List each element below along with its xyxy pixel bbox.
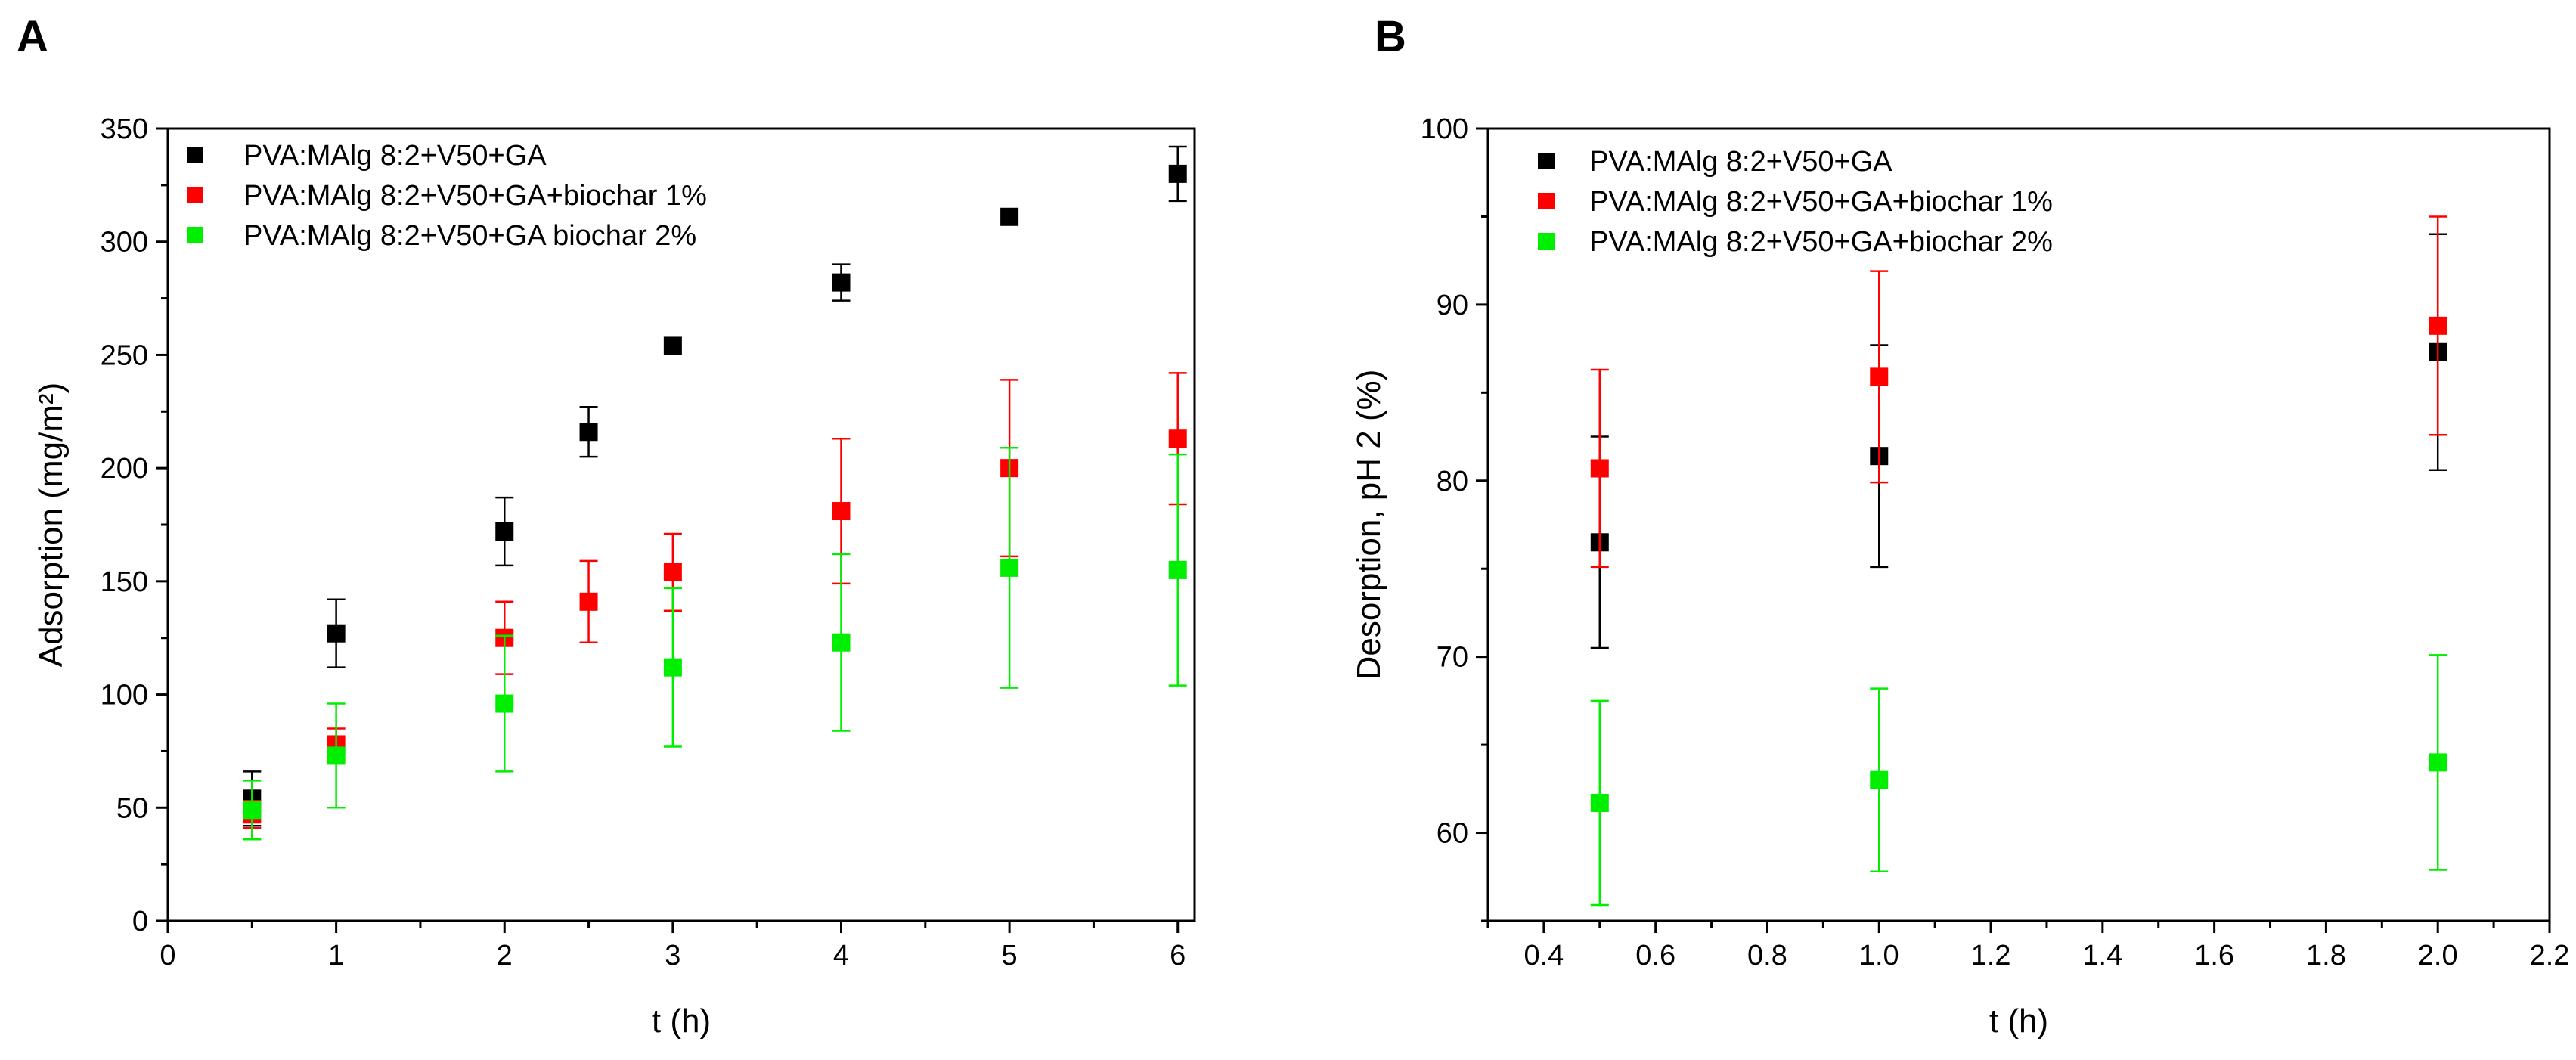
panel-a-data-point: [1168, 429, 1187, 448]
panel-b-data-point: [1590, 459, 1609, 478]
panel-a-series-3: [243, 446, 1187, 841]
panel-b-y-tick-label: 100: [1421, 113, 1468, 145]
panel-a-x-tick-label: 1: [328, 940, 344, 972]
panel-a-legend-marker: [187, 227, 203, 243]
panel-b-y-tick-label: 60: [1437, 818, 1468, 850]
panel-b-legend-label: PVA:MAlg 8:2+V50+GA+biochar 2%: [1589, 226, 2053, 258]
panel-a-data-point: [327, 746, 346, 765]
panel-b-x-tick-label: 1.0: [1859, 940, 1899, 972]
panel-a-y-tick-label: 300: [101, 227, 148, 259]
panel-a-legend-label: PVA:MAlg 8:2+V50+GA+biochar 1%: [243, 180, 707, 212]
panel-a-data-point: [327, 624, 346, 643]
panel-a-x-tick-label: 2: [497, 940, 513, 972]
panel-a-y-tick-label: 0: [132, 906, 148, 938]
panel-a-data-point: [1168, 164, 1187, 183]
panel-b-y-axis-title: Desorption, pH 2 (%): [1350, 370, 1387, 680]
panel-a-data-point: [243, 801, 262, 820]
panel-b-data-point: [2429, 316, 2447, 335]
panel-a-data-point: [663, 563, 682, 581]
panel-a-data-point: [832, 273, 851, 292]
panel-b-x-axis-title: t (h): [1989, 1003, 2048, 1040]
panel-b-data-point: [1870, 367, 1889, 386]
panel-b-x-tick-label: 2.2: [2530, 940, 2570, 972]
panel-a-legend-label: PVA:MAlg 8:2+V50+GA biochar 2%: [243, 220, 696, 252]
panel-a-x-tick-label: 4: [833, 940, 849, 972]
panel-b-legend-label: PVA:MAlg 8:2+V50+GA: [1589, 146, 1892, 178]
panel-b-series-1: [1590, 233, 2447, 649]
panel-b-letter: B: [1375, 12, 1406, 61]
panel-b-legend-label: PVA:MAlg 8:2+V50+GA+biochar 1%: [1589, 186, 2053, 218]
panel-a-data-point: [579, 423, 598, 442]
panel-a-series-2: [243, 372, 1187, 829]
panel-b-x-tick-label: 2.0: [2418, 940, 2458, 972]
panel-b-x-tick-label: 0.4: [1524, 940, 1564, 972]
panel-b-x-tick-label: 0.6: [1635, 940, 1675, 972]
panel-a-data-point: [663, 658, 682, 677]
panel-a-legend-marker: [187, 187, 203, 203]
panel-a-data-point: [495, 522, 514, 541]
panel-a-y-tick-label: 50: [116, 792, 148, 824]
panel-a-y-tick-label: 200: [101, 453, 148, 485]
panel-a-y-tick-label: 100: [101, 680, 148, 711]
panel-a-y-tick-label: 350: [101, 113, 148, 145]
panel-b-plot-frame: [1486, 127, 2551, 922]
panel-a-legend-marker: [187, 147, 203, 163]
panel-a-x-tick-label: 0: [160, 940, 175, 972]
panel-b-series-2: [1590, 215, 2447, 569]
panel-b-data-point: [1870, 770, 1889, 789]
panel-a-x-tick-label: 6: [1170, 940, 1186, 972]
panel-b-legend-marker: [1538, 233, 1555, 250]
panel-a-y-tick-label: 150: [101, 566, 148, 598]
panel-a: A 0 1 2 3 4 5 6 0 50 100 150 200 250 300 350 t (h) Adsor…: [17, 12, 1196, 1040]
panel-a-x-axis-title: t (h): [652, 1003, 711, 1040]
panel-a-data-point: [832, 633, 851, 652]
panel-a-data-point: [663, 336, 682, 355]
panel-a-legend-label: PVA:MAlg 8:2+V50+GA: [243, 140, 547, 172]
panel-b-legend-marker: [1538, 153, 1555, 169]
panel-b-legend-marker: [1538, 193, 1555, 209]
panel-b-series-3: [1590, 654, 2447, 907]
panel-b-x-tick-label: 1.8: [2306, 940, 2346, 972]
panel-a-data-point: [1000, 207, 1019, 226]
panel-a-x-tick-label: 5: [1002, 940, 1018, 972]
panel-b-data-point: [2429, 753, 2447, 772]
panel-a-data-point: [1000, 558, 1019, 577]
panel-b-x-tick-label: 1.2: [1971, 940, 2011, 972]
panel-a-data-point: [579, 592, 598, 611]
panel-a-x-tick-label: 3: [665, 940, 680, 972]
panel-a-y-tick-label: 250: [101, 339, 148, 371]
panel-b-data-point: [1590, 793, 1609, 812]
panel-b: B 0.4 0.6 0.8 1.0 1.2 1.4 1.6 1.8 2.0 2.2 60 70 80 90…: [1350, 12, 2569, 1040]
panel-a-y-axis-title: Adsorption (mg/m²): [33, 383, 70, 668]
panel-a-data-point: [495, 694, 514, 713]
panel-a-data-point: [832, 502, 851, 521]
panel-b-y-tick-label: 90: [1437, 290, 1468, 321]
panel-b-x-tick-label: 0.8: [1747, 940, 1787, 972]
panel-b-y-tick-label: 80: [1437, 466, 1468, 497]
panel-a-letter: A: [17, 12, 48, 61]
panel-a-data-point: [1168, 560, 1187, 579]
panel-b-y-tick-label: 70: [1437, 642, 1468, 674]
panel-b-x-tick-label: 1.4: [2082, 940, 2122, 972]
panel-b-x-tick-label: 1.6: [2194, 940, 2234, 972]
